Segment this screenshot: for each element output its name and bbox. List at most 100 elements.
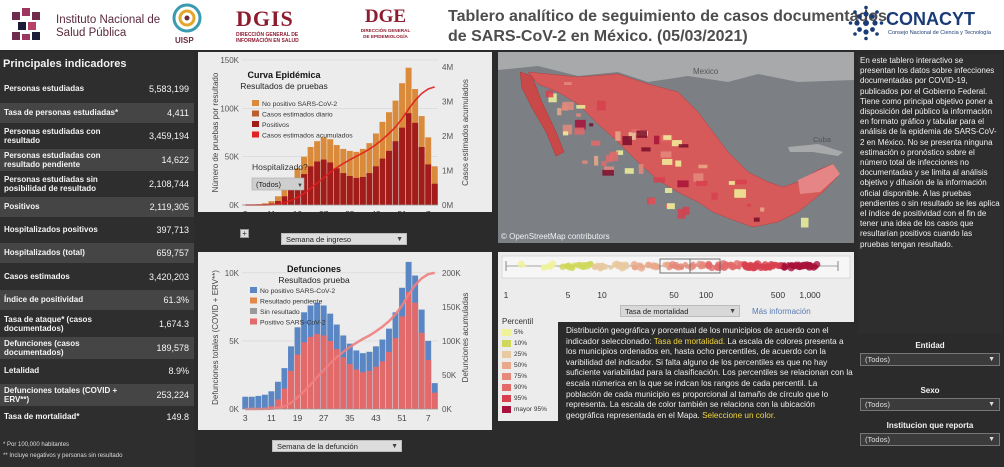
municipality-patch (562, 101, 574, 111)
percentile-legend-item[interactable]: 50% (502, 362, 527, 369)
x-tick-label: 7 (426, 209, 431, 212)
indicator-row: Defunciones (casos documentados) 189,578 (0, 337, 194, 359)
insp-name: Instituto Nacional de Salud Pública (56, 14, 161, 39)
boxplot-point (762, 264, 769, 272)
percentile-swatch (502, 406, 511, 413)
indicator-label: Personas estudiadas sin posibilidad de r… (4, 174, 98, 194)
y2-tick-label: 100K (442, 337, 461, 346)
legend-swatch (250, 297, 257, 304)
percentile-legend-item[interactable]: mayor 95% (502, 406, 547, 413)
municipality-patch (557, 108, 562, 116)
legend-swatch (252, 100, 259, 106)
percentile-legend-item[interactable]: 90% (502, 384, 527, 391)
chart-subtitle: Resultados prueba (278, 275, 350, 285)
bar-no-positivo (242, 396, 249, 409)
chevron-down-icon: ▼ (988, 401, 995, 408)
indicator-row: Tasa de mortalidad* 149.8 (0, 408, 194, 426)
indicator-row: Casos estimados 3,420,203 (0, 267, 194, 287)
boxplot-point (568, 264, 576, 272)
chevron-down-icon: ▼ (729, 308, 736, 315)
municipality-patch (677, 180, 689, 188)
dge-subtitle: DIRECCIÓN GENERAL DE EPIDEMIOLOGÍA (360, 28, 411, 39)
indicator-label: Defunciones totales (COVID + ERV**) (4, 385, 118, 405)
indicator-label: Letalidad (4, 366, 40, 376)
map-credit: © OpenStreetMap contributors (501, 232, 610, 241)
bar-no-positivo (268, 201, 275, 205)
percentile-legend-item[interactable]: 10% (502, 340, 527, 347)
filter-institucion-select[interactable]: (Todos) ▼ (860, 433, 1000, 446)
chevron-down-icon: ▼ (988, 356, 995, 363)
municipality-patch (590, 140, 601, 146)
filter-entidad-select[interactable]: (Todos) ▼ (860, 353, 1000, 366)
boxplot-point (566, 262, 571, 267)
municipality-patch (695, 180, 708, 186)
percentile-legend-item[interactable]: 95% (502, 395, 527, 402)
indicator-row: Defunciones totales (COVID + ERV**) 253,2… (0, 384, 194, 406)
legend-label: No positivo SARS-CoV-2 (262, 101, 337, 108)
bar-positivo (288, 189, 294, 205)
indicator-value: 2,108,744 (148, 179, 189, 189)
legend-swatch (252, 121, 259, 127)
municipality-patch (631, 128, 640, 133)
x-tick-label: 43 (371, 209, 381, 212)
municipality-patch (728, 181, 735, 185)
footnote-rate: * Por 100,000 habitantes (3, 442, 70, 448)
indicator-label: Positivos (4, 202, 40, 212)
boxplot-point (624, 264, 628, 269)
percentile-legend-item[interactable]: 75% (502, 373, 527, 380)
municipality-patch (574, 119, 586, 130)
percentile-legend-item[interactable]: 5% (502, 329, 523, 336)
indicator-row: Tasa de ataque* (casos documentados) 1,67… (0, 313, 194, 335)
deaths-week-selector-value: Semana de la defunción (277, 442, 358, 451)
boxplot-point (662, 261, 669, 268)
boxplot-tick-label: 50 (669, 290, 679, 300)
indicator-row: Índice de positividad 61.3% (0, 290, 194, 310)
indicator-label: Hospitalizados positivos (4, 225, 98, 235)
indicator-row: Personas estudiadas con resultado 3,459,1… (0, 125, 194, 147)
filter-entidad-value: (Todos) (865, 355, 891, 364)
deaths-week-selector[interactable]: Semana de la defunción ▼ (272, 440, 402, 452)
boxplot-tick-label: 5 (566, 290, 571, 300)
expand-button[interactable]: + (240, 229, 249, 238)
boxplot-point (608, 265, 613, 270)
percentile-swatch (502, 395, 511, 402)
y2-tick-label: 50K (442, 371, 457, 380)
more-info-link[interactable]: Más información (752, 307, 811, 316)
x-tick-label: 11 (267, 413, 276, 423)
bar-positivo (353, 369, 360, 409)
usa-land (498, 52, 854, 82)
bar-no-positivo (281, 368, 288, 409)
indicator-selector[interactable]: Tasa de mortalidad ▼ (620, 305, 740, 317)
boxplot-point (547, 263, 554, 270)
bar-positivo (327, 162, 334, 205)
select-color-link[interactable]: Seleccione un color. (702, 410, 776, 420)
percentile-legend-item[interactable]: 25% (502, 351, 527, 358)
y-tick-label: 150K (220, 56, 239, 65)
cuba-land (788, 144, 843, 156)
dge-title: DGE (364, 6, 407, 27)
y2-axis-title: Casos estimados acumulados (461, 79, 470, 186)
epi-week-selector[interactable]: Semana de ingreso ▼ (281, 233, 407, 245)
conacyt-title: CONACYT (886, 9, 975, 29)
boxplot-point (618, 261, 627, 270)
description-indicator: Tasa de mortalidad. (653, 336, 726, 346)
boxplot-point (591, 264, 598, 270)
dge-logo: DGE DIRECCIÓN GENERAL DE EPIDEMIOLOGÍA (358, 6, 413, 46)
filter-sexo-select[interactable]: (Todos) ▼ (860, 398, 1000, 411)
boxplot-point (649, 263, 656, 270)
municipality-map[interactable]: Mexico Cuba © OpenStreetMap contributors (498, 52, 854, 243)
baja-california (519, 71, 565, 157)
chevron-down-icon: ▼ (297, 183, 303, 189)
municipality-patch (596, 100, 606, 111)
bar-positivo (405, 291, 412, 409)
indicator-label: Tasa de ataque* (casos documentados) (4, 314, 92, 334)
municipality-patch (753, 217, 760, 222)
insp-mark-icon (12, 8, 40, 40)
bar-positivo (353, 177, 360, 205)
header: Instituto Nacional de Salud Pública UISP… (0, 0, 1004, 50)
legend-label: Sin resultado (260, 309, 300, 316)
y-tick-label: 10K (225, 269, 240, 278)
municipality-patch (641, 147, 651, 152)
map-label-cuba: Cuba (813, 135, 832, 144)
municipality-patch (677, 208, 686, 219)
